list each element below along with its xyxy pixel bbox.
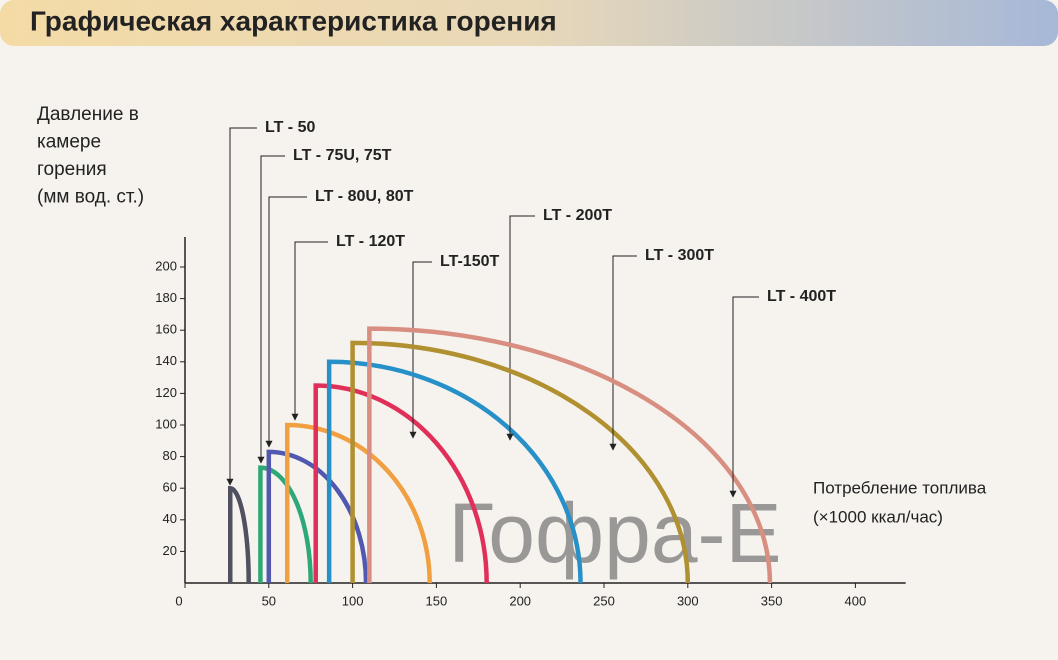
x-tick-label: 250 (593, 593, 615, 608)
x-tick-label: 0 (175, 593, 182, 608)
x-tick-label: 50 (262, 593, 276, 608)
callout-arrow (729, 296, 759, 498)
series-label: LT - 75U, 75T (293, 147, 392, 164)
burner-curve (326, 359, 583, 584)
x-tick-label: 300 (677, 593, 699, 608)
y-tick-label: 140 (155, 353, 177, 368)
y-tick-label: 80 (163, 448, 177, 463)
series-label: LT - 200T (543, 207, 612, 224)
x-tick-label: 150 (426, 593, 448, 608)
x-tick-label: 400 (845, 593, 867, 608)
series-label: LT - 120T (336, 233, 405, 250)
burner-curve (266, 449, 369, 584)
y-axis-label: камере (37, 132, 101, 153)
y-axis-label: (мм вод. ст.) (37, 187, 144, 208)
x-tick-label: 350 (761, 593, 783, 608)
burner-curve (228, 485, 251, 584)
callout-arrow (226, 127, 257, 486)
x-tick-label: 100 (342, 593, 364, 608)
series-label: LT - 80U, 80T (315, 188, 414, 205)
burner-curve (313, 383, 489, 584)
x-axis-label: (×1000 ккал/час) (813, 507, 943, 526)
y-tick-label: 120 (155, 385, 177, 400)
series-label: LT - 300T (645, 247, 714, 264)
y-tick-label: 60 (163, 480, 177, 495)
x-tick-label: 200 (509, 593, 531, 608)
callout-arrow (291, 241, 328, 421)
y-axis-label: горения (37, 159, 107, 180)
x-axis-label: Потребление топлива (813, 478, 987, 497)
y-tick-label: 20 (163, 543, 177, 558)
callout-arrow (257, 155, 285, 464)
series-label: LT - 50 (265, 119, 315, 136)
y-tick-label: 40 (163, 511, 177, 526)
callout-arrow (409, 261, 432, 439)
series-label: LT-150T (440, 253, 500, 270)
burner-curve (350, 340, 691, 584)
y-tick-label: 100 (155, 416, 177, 431)
callout-arrow (506, 215, 535, 441)
series-label: LT - 400T (767, 288, 836, 305)
watermark: Гофра-Е (448, 486, 781, 580)
callout-arrow (609, 255, 637, 451)
y-axis-label: Давление в (37, 104, 139, 125)
title-banner (0, 0, 1058, 46)
chart-title: Графическая характеристика горения (30, 5, 557, 36)
burner-curve (367, 326, 773, 584)
y-tick-label: 180 (155, 290, 177, 305)
y-tick-label: 160 (155, 322, 177, 337)
callout-arrow (265, 196, 307, 448)
y-tick-label: 200 (155, 258, 177, 273)
burner-curve (284, 422, 432, 584)
